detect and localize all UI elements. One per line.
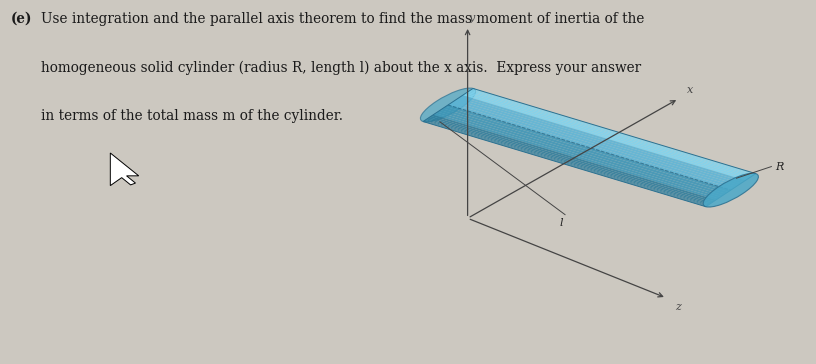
Polygon shape — [424, 121, 707, 207]
Ellipse shape — [420, 88, 476, 122]
Text: x: x — [687, 85, 693, 95]
Text: homogeneous solid cylinder (radius R, length l) about the x axis.  Express your : homogeneous solid cylinder (radius R, le… — [42, 60, 641, 75]
Text: y: y — [468, 13, 475, 23]
Polygon shape — [441, 108, 725, 195]
Polygon shape — [433, 113, 718, 200]
Polygon shape — [424, 120, 708, 206]
Polygon shape — [471, 89, 755, 175]
Polygon shape — [463, 94, 747, 181]
Polygon shape — [468, 91, 752, 177]
Polygon shape — [428, 117, 712, 203]
Polygon shape — [467, 92, 751, 178]
Polygon shape — [429, 116, 714, 202]
Text: (e): (e) — [11, 12, 32, 25]
Polygon shape — [472, 89, 755, 174]
Polygon shape — [425, 119, 709, 205]
Polygon shape — [460, 95, 746, 182]
Polygon shape — [438, 110, 723, 197]
Polygon shape — [459, 97, 743, 183]
Polygon shape — [432, 115, 716, 201]
Text: l: l — [559, 218, 563, 228]
Polygon shape — [427, 118, 711, 205]
Polygon shape — [456, 98, 741, 185]
Polygon shape — [446, 105, 731, 192]
Polygon shape — [423, 122, 706, 207]
Polygon shape — [110, 153, 139, 186]
Polygon shape — [424, 121, 707, 206]
Text: in terms of the total mass m of the cylinder.: in terms of the total mass m of the cyli… — [42, 110, 344, 123]
Text: Use integration and the parallel axis theorem to find the mass moment of inertia: Use integration and the parallel axis th… — [42, 12, 645, 25]
Polygon shape — [472, 88, 756, 174]
Polygon shape — [443, 107, 728, 194]
Ellipse shape — [703, 173, 758, 207]
Polygon shape — [470, 90, 754, 176]
Polygon shape — [450, 102, 736, 189]
Polygon shape — [453, 100, 738, 187]
Polygon shape — [448, 103, 734, 190]
Polygon shape — [465, 93, 749, 179]
Polygon shape — [436, 112, 721, 198]
Text: z: z — [675, 302, 681, 312]
Text: R: R — [775, 162, 784, 171]
Polygon shape — [473, 88, 756, 174]
